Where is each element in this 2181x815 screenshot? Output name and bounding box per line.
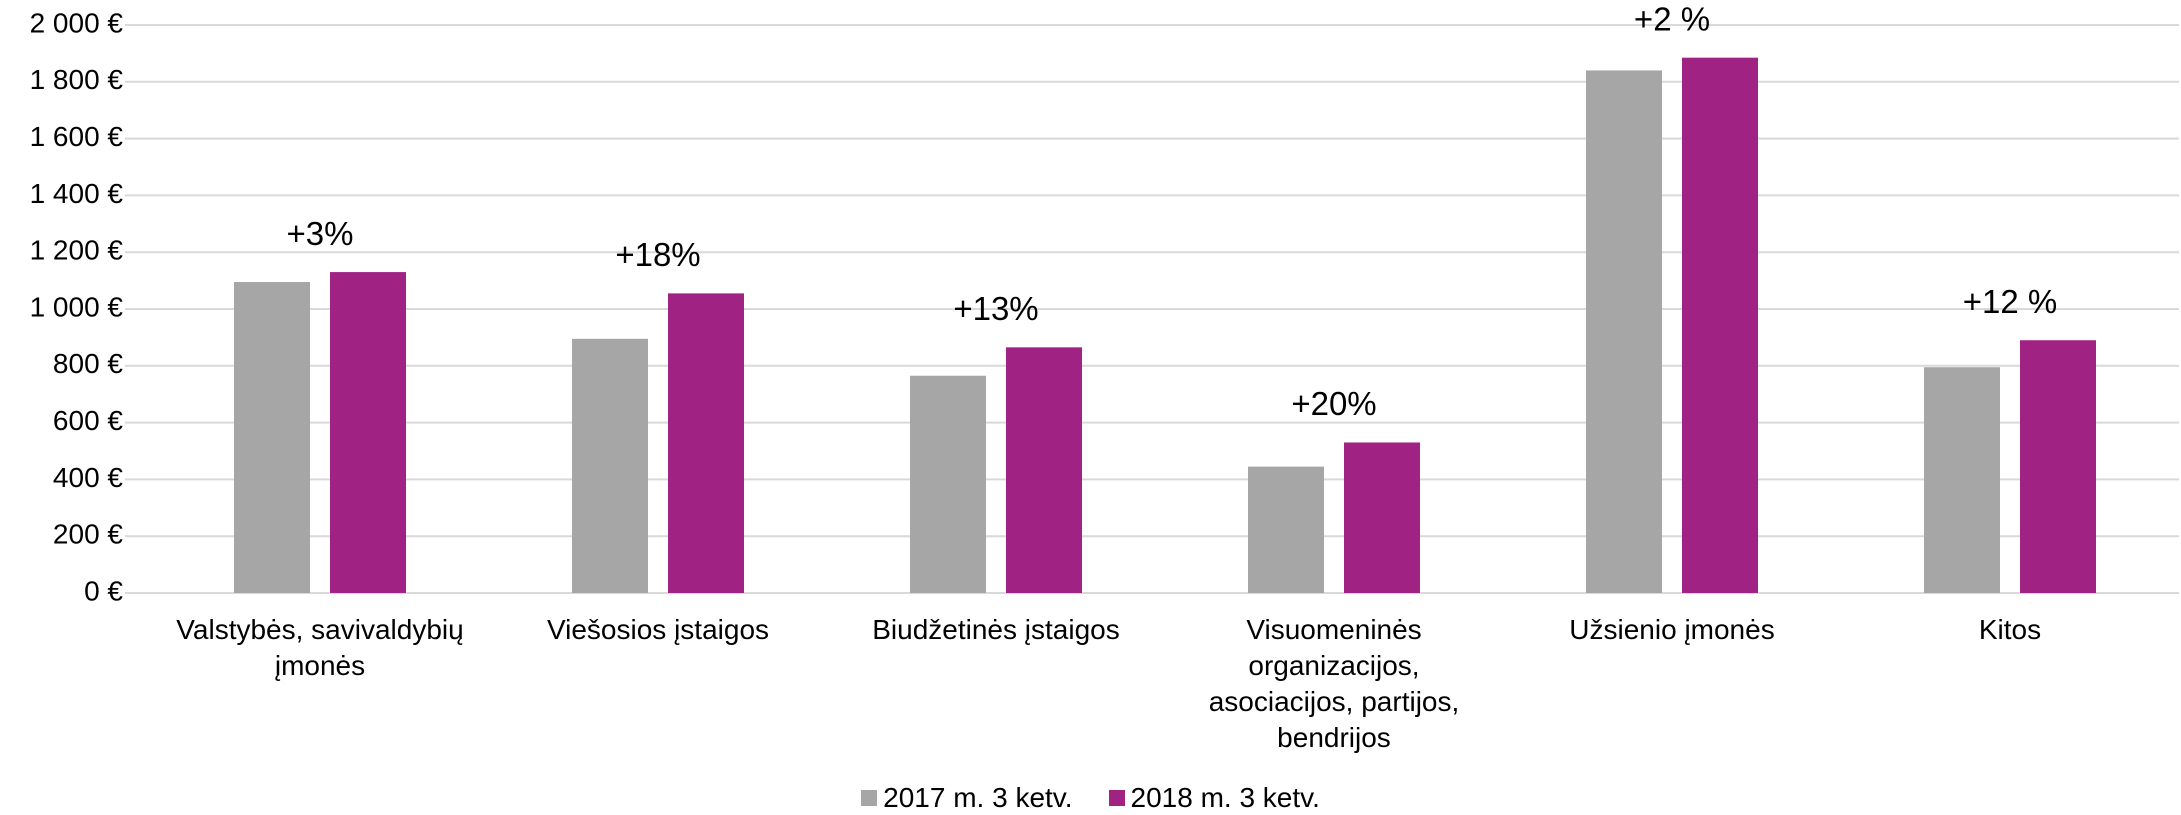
- x-tick-label: Visuomeninės organizacijos, asociacijos,…: [1208, 614, 1460, 753]
- x-tick-label: Užsienio įmonės: [1569, 614, 1775, 645]
- y-tick-label: 1 400 €: [30, 178, 124, 209]
- y-tick-label: 1 200 €: [30, 235, 124, 266]
- y-tick-label: 1 800 €: [30, 64, 124, 95]
- bar: [330, 272, 406, 593]
- bar: [1586, 70, 1662, 593]
- y-tick-label: 400 €: [53, 462, 123, 493]
- bar: [1682, 57, 1758, 594]
- bar: [668, 293, 744, 593]
- bar: [1248, 466, 1324, 593]
- annotation: +2 %: [1634, 0, 1710, 37]
- legend: 2017 m. 3 ketv. 2018 m. 3 ketv.: [0, 782, 2181, 814]
- y-tick-label: 200 €: [53, 519, 123, 550]
- annotation: +3%: [287, 215, 354, 252]
- bar: [1924, 367, 2000, 593]
- y-tick-label: 1 000 €: [30, 291, 124, 322]
- annotation: +12 %: [1963, 283, 2058, 320]
- legend-item: 2017 m. 3 ketv.: [861, 782, 1073, 814]
- annotation: +18%: [615, 236, 700, 273]
- legend-swatch: [861, 790, 878, 806]
- y-tick-label: 0 €: [84, 575, 123, 606]
- y-tick-label: 800 €: [53, 348, 123, 379]
- bar: [234, 282, 310, 593]
- y-tick-label: 2 000 €: [30, 7, 124, 38]
- x-tick-label: Valstybės, savivaldybių įmonės: [176, 614, 464, 681]
- legend-label: 2018 m. 3 ketv.: [1130, 782, 1320, 813]
- x-tick-label: Kitos: [1978, 614, 2042, 645]
- annotation: +20%: [1291, 385, 1376, 422]
- bar: [1344, 442, 1420, 593]
- legend-swatch: [1108, 790, 1125, 806]
- legend-item: 2018 m. 3 ketv.: [1108, 782, 1320, 814]
- x-tick-label: Biudžetinės įstaigos: [872, 614, 1120, 645]
- bar: [572, 338, 648, 593]
- bar: [910, 375, 986, 593]
- x-tick-label: Viešosios įstaigos: [546, 614, 770, 645]
- legend-label: 2017 m. 3 ketv.: [883, 782, 1073, 813]
- annotation: +13%: [953, 290, 1038, 327]
- y-tick-label: 1 600 €: [30, 121, 124, 152]
- y-tick-label: 600 €: [53, 405, 123, 436]
- bar: [1006, 347, 1082, 593]
- bar: [2020, 340, 2096, 593]
